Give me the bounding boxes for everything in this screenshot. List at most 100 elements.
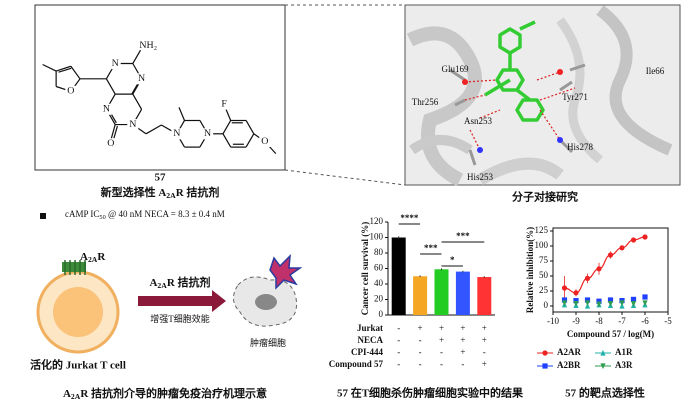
legend-label: A3R [615, 360, 633, 370]
atom-label: N [112, 58, 119, 69]
ribbon [406, 26, 482, 187]
condition-mark: + [439, 323, 444, 333]
structure-caption: 新型选择性 A2AR 拮抗剂 [101, 185, 220, 200]
atom [477, 147, 483, 153]
bond [58, 67, 72, 73]
bond [42, 63, 57, 72]
y-tick-label: 75 [539, 255, 549, 265]
atom-bg [100, 103, 112, 115]
significance-label: *** [424, 243, 438, 253]
atom-bg [109, 58, 121, 70]
y-tick-label: 50 [539, 270, 549, 280]
y-tick-label: 100 [370, 232, 384, 242]
legend-marker [600, 363, 606, 370]
point [561, 297, 568, 303]
x-tick-label: -9 [572, 316, 580, 326]
legend-label: A2AR [557, 347, 581, 357]
bond [222, 133, 232, 148]
atom-label: N [173, 128, 180, 139]
subscript: 2A [88, 255, 98, 264]
assay-result: cAMP IC50 @ 40 nM NECA = 8.3 ± 0.4 nM [65, 209, 225, 221]
point [630, 296, 637, 302]
condition-mark: - [419, 347, 422, 357]
x-tick-label: -7 [618, 316, 626, 326]
y-tick-label: 40 [374, 278, 384, 288]
receptor-label: A2AR [80, 251, 106, 264]
arrow-label: A2AR 拮抗剂 [149, 275, 210, 290]
legend-marker [542, 350, 548, 356]
bond [245, 120, 255, 135]
chart-caption: 57 在T细胞杀伤肿瘤细胞实验中的结果 [337, 386, 523, 400]
atom-bg [259, 136, 271, 147]
legend-label: A2BR [557, 360, 581, 370]
y-tick-label: 20 [374, 294, 384, 304]
atom-label: O [67, 86, 74, 97]
bond [178, 107, 186, 121]
bar [455, 271, 470, 315]
condition-mark: - [397, 347, 400, 357]
chart-caption: 57 的靶点选择性 [565, 386, 645, 400]
point [630, 301, 637, 307]
x-tick-label: -10 [547, 316, 559, 326]
legend-label: A1R [615, 347, 633, 357]
y-axis-label: Relative inhibition(%) [525, 227, 535, 313]
ligand [484, 20, 545, 122]
bond [70, 65, 81, 80]
point [642, 300, 648, 307]
point [596, 298, 602, 304]
point [561, 300, 568, 307]
ribbon [556, 17, 603, 164]
y-tick-label: 25 [539, 285, 549, 295]
y-axis-label: Cancer cell survival (%) [360, 222, 370, 316]
condition-mark: + [418, 323, 423, 333]
condition-mark: + [460, 347, 465, 357]
atom-label: N [103, 104, 110, 115]
mechanism [36, 213, 303, 354]
point [607, 301, 614, 307]
point [619, 300, 625, 307]
x-tick-label: -6 [641, 316, 649, 326]
atom-label: N [138, 73, 145, 84]
atom-label: N [204, 128, 211, 139]
y-tick-label: 0 [544, 300, 549, 310]
atom [557, 69, 563, 75]
condition-mark: - [483, 347, 486, 357]
text-segment: A [149, 277, 157, 289]
bond [222, 120, 232, 135]
mechanism-caption: A2AR 拮抗剂介导的肿瘤免疫治疗机理示意 [63, 386, 267, 401]
text-segment: R 拮抗剂 [167, 275, 211, 289]
tumor-label: 肿瘤细胞 [250, 337, 286, 348]
subscript: 50 [99, 214, 105, 221]
point [584, 275, 591, 281]
bond [245, 133, 255, 148]
condition-mark: + [460, 323, 465, 333]
point [642, 234, 648, 240]
condition-mark: + [439, 335, 444, 345]
bond [105, 78, 116, 95]
point [619, 245, 625, 251]
bond [145, 124, 162, 135]
point [573, 298, 579, 304]
y-tick-label: 60 [374, 263, 384, 273]
atom-bg [142, 40, 154, 52]
bar [391, 237, 406, 315]
docking-image [404, 4, 681, 187]
point [596, 301, 602, 308]
point [607, 252, 614, 258]
condition-mark: - [397, 359, 400, 369]
x-axis-label: Compound 57 / log(M) [567, 329, 654, 339]
atom [462, 79, 468, 85]
subscript: 2A [157, 281, 167, 290]
point [584, 300, 591, 307]
bar [413, 276, 428, 315]
condition-mark: - [419, 359, 422, 369]
h-bonds [464, 71, 576, 151]
plot-frame [552, 227, 669, 313]
atom-bg [171, 128, 183, 140]
residue-label: Ile66 [646, 66, 665, 76]
connector [284, 169, 406, 186]
legend-marker [542, 363, 548, 369]
residue-label: His278 [567, 142, 594, 152]
bond [110, 124, 116, 141]
